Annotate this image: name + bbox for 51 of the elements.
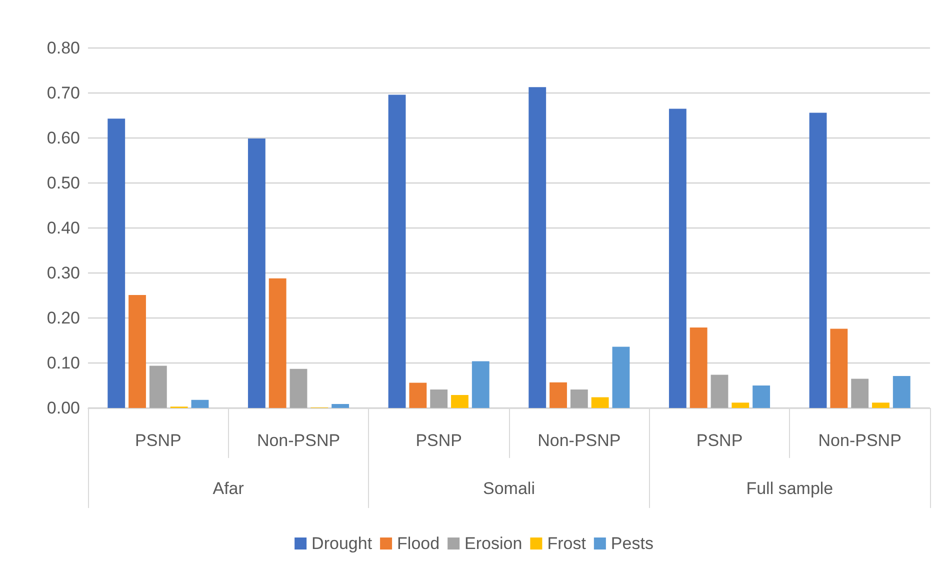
y-tick-label: 0.50 <box>46 174 80 192</box>
bar <box>591 397 609 408</box>
x-tick-label: Non-PSNP <box>538 431 621 450</box>
text: Full sample <box>746 479 834 498</box>
bar <box>830 328 848 408</box>
y-tick-label: 0.70 <box>46 84 80 102</box>
bar <box>528 87 546 408</box>
bar <box>149 366 167 408</box>
y-tick-label: 0.30 <box>46 264 80 282</box>
bar <box>872 402 890 408</box>
bar <box>668 108 686 408</box>
bar <box>752 386 770 408</box>
bar <box>451 394 468 408</box>
bar <box>732 402 750 408</box>
text: Somali <box>483 479 535 498</box>
y-tick-label: 0.40 <box>46 218 80 238</box>
bar <box>809 112 827 408</box>
legend-label: Pests <box>610 534 654 553</box>
bar <box>332 404 350 408</box>
y-tick-label: 0.80 <box>46 38 80 58</box>
bar <box>191 400 209 408</box>
x-tick-label: Non-PSNP <box>818 431 902 450</box>
bar <box>570 390 588 408</box>
x-tick-label: PSNP <box>696 431 743 450</box>
bar <box>268 278 286 408</box>
legend-label: Flood <box>397 534 440 553</box>
x-tick-label: PSNP <box>416 431 462 450</box>
bar <box>248 138 266 408</box>
bar <box>290 368 308 408</box>
x-tick-label: Non-PSNP <box>256 431 340 450</box>
legend-label: Erosion <box>464 534 522 553</box>
bar <box>892 376 910 408</box>
y-tick-label: 0.20 <box>46 308 80 328</box>
bar <box>550 382 567 408</box>
legend-label: Drought <box>312 534 372 553</box>
bar <box>128 295 146 408</box>
text: Afar <box>212 479 244 498</box>
y-tick-label: 0.60 <box>46 128 80 148</box>
bar <box>612 346 630 408</box>
bar <box>472 361 490 408</box>
bar <box>409 382 427 408</box>
legend-label: Frost <box>547 534 586 553</box>
bar <box>690 327 708 408</box>
bar <box>710 374 728 408</box>
bar <box>388 94 406 408</box>
x-tick-label: PSNP <box>135 431 182 450</box>
bar <box>108 118 126 408</box>
bar <box>851 378 869 408</box>
y-tick-label: 0.10 <box>46 354 80 372</box>
y-tick-label: 0.00 <box>46 398 80 418</box>
bar <box>430 390 448 408</box>
